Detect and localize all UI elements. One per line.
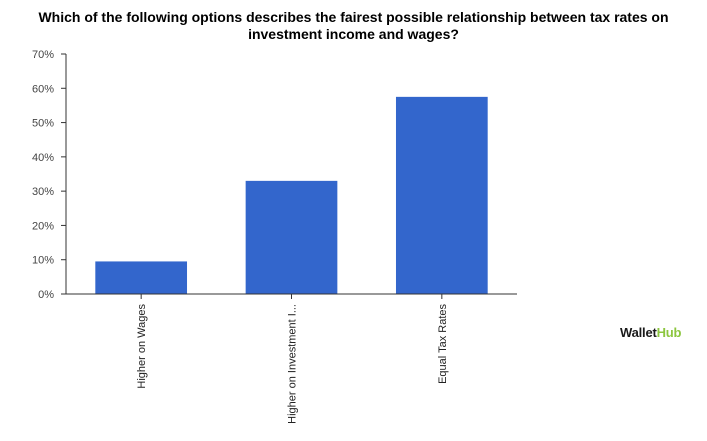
bars bbox=[95, 96, 488, 294]
logo-wallet: Wallet bbox=[620, 325, 657, 340]
x-axis-labels: Higher on Wages Higher on Investment I...… bbox=[136, 294, 449, 424]
y-tick-label: 30% bbox=[32, 186, 54, 198]
y-tick-label: 70% bbox=[32, 49, 54, 61]
y-tick-label: 10% bbox=[32, 255, 54, 267]
y-tick-label: 60% bbox=[32, 83, 54, 95]
y-tick-label: 20% bbox=[32, 220, 54, 232]
y-axis: 0% 10% 20% 30% 40% 50% 60% 70% bbox=[32, 49, 66, 301]
x-tick-label: Higher on Wages bbox=[136, 304, 148, 389]
y-tick-label: 0% bbox=[38, 289, 54, 301]
wallethub-logo: WalletHub bbox=[620, 325, 681, 340]
logo-hub: Hub bbox=[656, 325, 682, 340]
y-tick-label: 40% bbox=[32, 152, 54, 164]
bar bbox=[395, 96, 488, 294]
x-tick-label: Equal Tax Rates bbox=[437, 304, 449, 384]
chart-title: Which of the following options describes… bbox=[38, 9, 669, 42]
bar bbox=[245, 180, 338, 294]
x-tick-label: Higher on Investment I... bbox=[287, 304, 299, 424]
bar bbox=[95, 261, 188, 294]
y-tick-label: 50% bbox=[32, 118, 54, 130]
